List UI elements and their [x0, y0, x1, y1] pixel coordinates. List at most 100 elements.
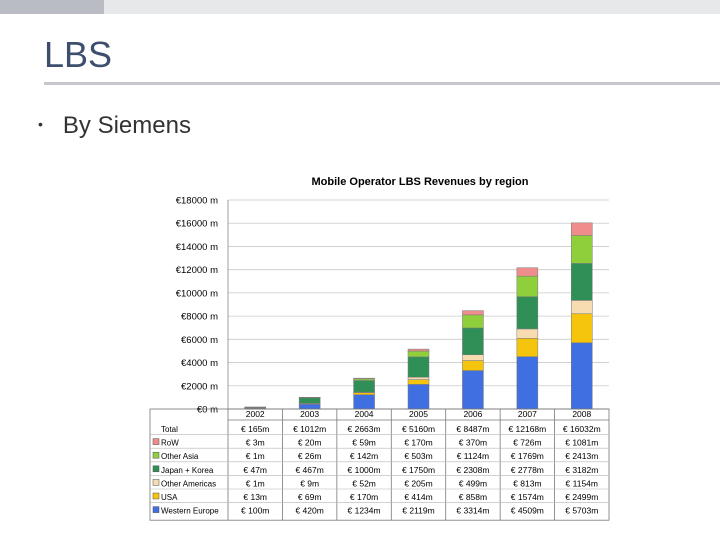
data-label: € 52m	[352, 478, 376, 488]
bar-segment	[516, 296, 539, 330]
legend-label: Total	[161, 425, 178, 434]
legend-swatch	[152, 451, 160, 459]
bar-segment	[516, 356, 539, 410]
legend-swatch	[152, 438, 160, 445]
legend-label: Other Americas	[161, 479, 216, 488]
data-label: € 205m	[404, 478, 432, 488]
y-tick-label: €6000 m	[181, 335, 218, 346]
bar-segment	[516, 328, 539, 339]
bar-segment	[298, 397, 321, 404]
bar-segment	[571, 235, 593, 264]
x-tick-label: 2007	[518, 409, 537, 419]
data-label: € 726m	[513, 438, 541, 448]
bar-segment	[407, 350, 430, 358]
bar-segment	[462, 314, 484, 329]
data-label: € 4509m	[511, 506, 544, 516]
data-label: € 100m	[241, 506, 269, 516]
data-label: € 20m	[298, 438, 322, 448]
bar-segment	[516, 275, 539, 297]
slide-title: LBS	[44, 34, 113, 75]
revenue-chart: Mobile Operator LBS Revenues by region €1…	[149, 176, 610, 521]
bar-segment	[462, 370, 484, 410]
data-label: € 1234m	[348, 506, 381, 516]
x-tick-label: 2004	[355, 409, 374, 419]
bullet-dot-icon: •	[38, 115, 43, 132]
legend-swatch	[152, 492, 160, 500]
bar-segment	[407, 356, 430, 378]
header-band-light	[104, 0, 720, 14]
y-tick-label: €16000 m	[176, 219, 218, 230]
y-tick-label: €14000 m	[176, 242, 218, 253]
data-label: € 1750m	[402, 465, 435, 475]
data-label: € 142m	[350, 451, 378, 461]
bar-segment	[353, 377, 375, 380]
header-band-dark	[0, 0, 104, 14]
data-label: € 69m	[298, 492, 322, 502]
bar-segment	[571, 300, 593, 315]
bar-segment	[571, 263, 593, 301]
data-label: € 170m	[404, 438, 432, 448]
data-label: € 1124m	[457, 451, 489, 461]
bar-segment	[516, 338, 539, 357]
total-label: € 16032m	[563, 424, 601, 434]
bar-segment	[353, 392, 375, 395]
x-tick-label: 2002	[246, 409, 265, 419]
total-label: € 12168m	[508, 424, 546, 434]
bar-segment	[353, 394, 375, 410]
data-label: € 499m	[459, 478, 487, 488]
title-divider	[44, 82, 720, 85]
data-label: € 1m	[246, 451, 265, 461]
data-label: € 2308m	[456, 465, 489, 475]
data-label: € 3314m	[456, 506, 489, 516]
bar-segment	[516, 267, 539, 277]
data-label: € 3m	[246, 438, 265, 448]
y-tick-label: €0 m	[197, 405, 218, 416]
data-label: € 2499m	[565, 492, 598, 502]
total-label: € 5160m	[402, 424, 435, 434]
data-label: € 26m	[298, 451, 322, 461]
legend-label: Japan + Korea	[161, 466, 214, 475]
data-label: € 2413m	[565, 451, 598, 461]
data-label: € 1154m	[566, 478, 598, 488]
data-label: € 47m	[243, 465, 267, 475]
x-tick-label: 2006	[463, 409, 482, 419]
x-tick-label: 2003	[300, 409, 319, 419]
bar-segment	[462, 360, 484, 371]
data-label: € 2778m	[511, 465, 544, 475]
data-label: € 5703m	[565, 506, 598, 516]
data-label: € 9m	[300, 478, 319, 488]
bar-segment	[462, 327, 484, 356]
data-label: € 503m	[404, 451, 432, 461]
total-label: € 8487m	[456, 424, 489, 434]
data-label: € 3182m	[565, 465, 598, 475]
y-tick-label: €10000 m	[176, 288, 218, 299]
data-label: € 1m	[246, 478, 265, 488]
data-label: € 1769m	[511, 451, 544, 461]
x-tick-label: 2005	[409, 409, 428, 419]
chart-title: Mobile Operator LBS Revenues by region	[312, 176, 529, 188]
bullet-text: By Siemens	[62, 112, 191, 139]
y-tick-label: €8000 m	[181, 312, 218, 323]
legend-label: Western Europe	[161, 507, 219, 516]
bar-segment	[462, 310, 484, 316]
bar-segment	[407, 384, 430, 410]
total-label: € 2663m	[348, 424, 381, 434]
legend-swatch	[152, 506, 160, 513]
y-tick-label: €18000 m	[176, 196, 218, 207]
data-label: € 2119m	[402, 506, 434, 516]
legend-label: Other Asia	[161, 452, 199, 461]
bullet-item: • By Siemens	[38, 112, 191, 140]
bar-segment	[407, 348, 430, 352]
data-label: € 1081m	[565, 438, 598, 448]
total-label: € 165m	[241, 424, 269, 434]
x-tick-label: 2008	[572, 409, 591, 419]
legend-swatch	[152, 465, 160, 473]
legend-label: USA	[161, 493, 178, 502]
bar-segment	[407, 379, 430, 385]
total-label: € 1012m	[293, 424, 326, 434]
y-tick-label: €12000 m	[176, 265, 218, 276]
data-label: € 813m	[513, 478, 541, 488]
bar-segment	[571, 342, 593, 410]
data-label: € 858m	[459, 492, 487, 502]
data-label: € 170m	[350, 492, 378, 502]
